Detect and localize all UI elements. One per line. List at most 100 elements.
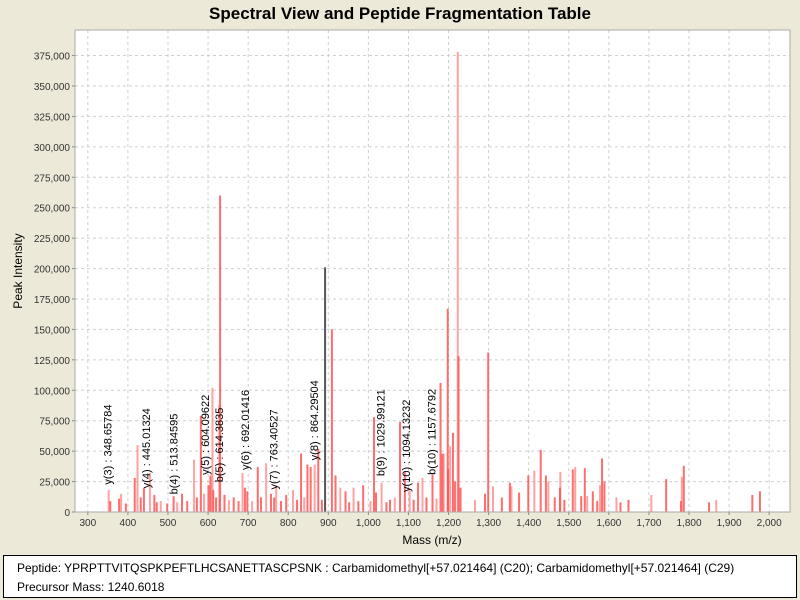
x-tick-label: 700 — [240, 518, 257, 529]
x-tick-label: 600 — [200, 518, 217, 529]
peak-bar — [559, 471, 562, 512]
plot-area — [75, 30, 790, 512]
peak-bar — [324, 267, 327, 512]
peak-bar — [586, 496, 589, 512]
peak-bar — [417, 482, 420, 512]
peak-bar — [449, 446, 452, 512]
peak-bar — [518, 492, 521, 512]
x-tick-label: 900 — [320, 518, 337, 529]
fragment-ion-label: b(10) : 1157.6792 — [427, 389, 439, 475]
fragment-ion-label: y(8) : 864.29504 — [309, 380, 321, 460]
peak-bar — [181, 493, 184, 512]
peak-bar — [380, 482, 383, 512]
y-tick-label: 125,000 — [34, 356, 71, 367]
peak-bar — [246, 491, 249, 512]
peak-bar — [120, 493, 123, 512]
peak-bar — [591, 491, 594, 512]
peak-bar — [615, 497, 618, 512]
x-tick-label: 1,700 — [636, 518, 661, 529]
y-tick-label: 200,000 — [34, 265, 71, 276]
y-tick-label: 0 — [64, 508, 70, 519]
x-tick-label: 2,000 — [757, 518, 782, 529]
peak-bar — [487, 352, 490, 512]
peak-bar — [148, 473, 151, 512]
peak-bar — [348, 502, 351, 512]
peak-bar — [510, 486, 513, 512]
peak-bar — [508, 482, 511, 512]
fragment-ion-label: b(9) : 1029.99121 — [375, 389, 387, 476]
peak-bar — [215, 497, 218, 512]
peak-bar — [269, 493, 272, 512]
peak-bar — [118, 498, 121, 512]
peak-bar — [553, 497, 556, 512]
peak-bar — [751, 494, 754, 512]
peak-bar — [403, 471, 406, 512]
peak-bar — [265, 463, 268, 512]
peak-bar — [715, 499, 718, 512]
peak-bar — [446, 308, 449, 512]
peak-bar — [473, 499, 476, 512]
peak-bar — [599, 485, 602, 512]
peak-bar — [344, 491, 347, 512]
peak-bar — [219, 195, 222, 513]
fragment-ion-label: y(7) : 763.40527 — [269, 409, 281, 489]
peak-bar — [362, 485, 365, 512]
peak-bar — [237, 501, 240, 512]
peak-bar — [317, 448, 320, 512]
peak-bar — [306, 464, 309, 512]
y-tick-label: 325,000 — [34, 112, 71, 123]
y-axis-label: Peak Intensity — [11, 233, 25, 308]
peak-bar — [241, 473, 244, 512]
x-tick-label: 1,200 — [436, 518, 461, 529]
peak-bar — [223, 494, 226, 512]
peak-bar — [195, 497, 198, 512]
y-tick-label: 50,000 — [39, 447, 70, 458]
peak-bar — [389, 499, 392, 512]
peak-bar — [399, 421, 402, 512]
spectrum-chart: Spectral View and Peptide Fragmentation … — [11, 4, 791, 547]
peak-bar — [109, 501, 112, 512]
fragment-ion-label: y(4) : 445.01324 — [141, 408, 153, 488]
peak-bar — [139, 497, 142, 512]
y-tick-label: 375,000 — [34, 52, 71, 63]
peak-bar — [457, 356, 460, 512]
peak-bar — [142, 487, 145, 512]
peak-bar — [682, 465, 685, 512]
peak-bar — [563, 499, 566, 512]
peak-bar — [199, 415, 202, 512]
peak-bar — [212, 490, 215, 512]
x-tick-label: 1,400 — [516, 518, 541, 529]
peak-bar — [439, 382, 442, 512]
peak-bar — [431, 474, 434, 512]
peak-bar — [571, 469, 574, 512]
peptide-info-panel: Peptide: YPRPTTVITQSPKPEFTLHCSANETTASCPS… — [3, 555, 797, 598]
peak-bar — [547, 481, 550, 512]
peak-bar — [259, 497, 262, 512]
peak-bar — [385, 502, 388, 512]
peak-bar — [107, 490, 110, 512]
peak-bar — [243, 487, 246, 512]
peak-bar — [227, 499, 230, 512]
fragment-ion-label: y(5) : 604.09622 — [200, 395, 212, 475]
peak-bar — [527, 475, 530, 512]
fragment-ion-label: y(6) : 692.01416 — [240, 390, 252, 470]
peak-bar — [285, 494, 288, 512]
peak-bar — [320, 499, 323, 512]
peak-bar — [596, 501, 599, 512]
y-tick-label: 350,000 — [34, 82, 71, 93]
x-tick-label: 1,000 — [356, 518, 381, 529]
peak-bar — [300, 453, 303, 512]
peak-bar — [166, 503, 169, 512]
peak-bar — [172, 496, 175, 512]
x-axis-label: Mass (m/z) — [402, 533, 461, 547]
peak-bar — [155, 502, 158, 512]
x-tick-label: 1,100 — [396, 518, 421, 529]
x-tick-label: 800 — [280, 518, 297, 529]
peak-bar — [330, 329, 333, 512]
peak-bar — [619, 502, 622, 512]
peak-bar — [313, 464, 316, 512]
peak-bar — [193, 459, 196, 512]
peak-bar — [357, 501, 360, 512]
precursor-mass: Precursor Mass: 1240.6018 — [17, 580, 165, 594]
peak-bar — [539, 449, 542, 512]
